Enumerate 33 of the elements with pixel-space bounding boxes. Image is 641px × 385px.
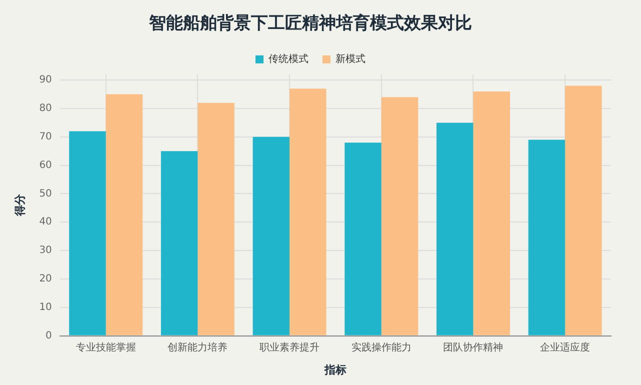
- x-axis-title: 指标: [323, 363, 346, 376]
- y-tick-label: 20: [39, 274, 52, 285]
- y-tick-label: 90: [39, 74, 52, 86]
- y-tick-label: 60: [39, 160, 52, 171]
- y-tick-label: 40: [39, 216, 52, 228]
- bar: [290, 88, 326, 336]
- bar: [344, 142, 382, 336]
- x-tick-label: 团队协作精神: [443, 341, 504, 354]
- x-tick-label: 专业技能掌握: [76, 341, 136, 354]
- bar: [473, 91, 510, 336]
- legend-label: 新模式: [336, 52, 366, 65]
- bar: [381, 97, 418, 336]
- bar: [106, 94, 143, 336]
- x-tick-label: 实践操作能力: [351, 341, 412, 354]
- bar: [198, 102, 234, 336]
- x-tick-label: 职业素养提升: [260, 341, 320, 354]
- bar: [252, 136, 290, 336]
- bar: [69, 131, 106, 336]
- legend-label: 传统模式: [268, 52, 308, 65]
- bar: [528, 140, 566, 336]
- bar: [436, 122, 474, 336]
- y-tick-label: 10: [39, 302, 52, 313]
- y-tick-label: 0: [46, 330, 52, 342]
- bar: [565, 86, 602, 336]
- y-axis-title: 得分: [13, 193, 26, 218]
- bar: [160, 151, 198, 336]
- y-tick-label: 70: [39, 132, 52, 142]
- x-tick-label: 企业适应度: [540, 341, 590, 354]
- y-tick-label: 30: [39, 245, 52, 256]
- y-tick-label: 80: [39, 103, 52, 114]
- y-tick-label: 50: [39, 188, 52, 200]
- x-tick-label: 创新能力培养: [168, 341, 228, 354]
- chart-title: 智能船舶背景下工匠精神培育模式效果对比: [148, 12, 472, 34]
